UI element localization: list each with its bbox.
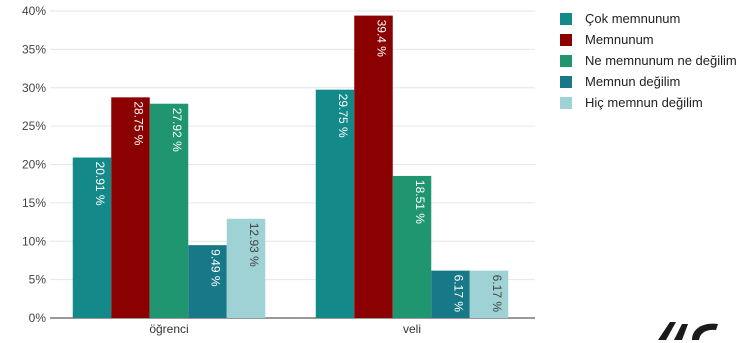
legend-swatch [560,54,572,67]
data-label: 39.4 % [375,20,389,58]
legend-label: Memnun değilim [585,74,681,89]
y-tick-label: 30% [22,81,46,95]
bar [469,270,509,318]
legend-label: Memnunum [585,32,654,47]
legend-swatch [560,12,572,25]
data-label: 9.49 % [209,249,223,287]
legend-item[interactable]: Hiç memnun değilim [560,92,737,113]
bar [226,218,266,318]
data-label: 27.92 % [170,108,184,152]
bar [111,97,150,318]
brand-logo-icon [658,322,718,340]
x-category-label: öğrenci [149,322,188,336]
y-tick-label: 15% [22,196,46,210]
y-tick-label: 25% [22,119,46,133]
y-tick-label: 40% [22,4,46,18]
legend-label: Çok memnunum [585,11,681,26]
bar [72,157,112,318]
bar [149,103,189,319]
legend-item[interactable]: Memnunum [560,29,737,50]
y-tick-label: 10% [22,234,46,248]
y-tick-label: 35% [22,42,46,56]
legend-swatch [560,33,572,46]
legend-label: Ne memnunum ne değilim [585,53,737,68]
legend-item[interactable]: Memnun değilim [560,71,737,92]
data-label: 18.51 % [413,180,427,224]
bar [354,15,393,318]
bar [392,175,432,318]
legend: Çok memnunum Memnunum Ne memnunum ne değil… [560,8,737,113]
legend-item[interactable]: Ne memnunum ne değilim [560,50,737,71]
data-label: 6.17 % [490,275,504,313]
legend-swatch [560,96,572,109]
data-label: 29.75 % [336,94,350,138]
x-category-label: veli [403,322,421,336]
data-label: 6.17 % [452,275,466,313]
legend-item[interactable]: Çok memnunum [560,8,737,29]
y-tick-label: 0% [29,311,47,325]
y-tick-label: 20% [22,158,46,172]
bar [188,245,227,318]
data-label: 28.75 % [132,101,146,145]
y-tick-label: 5% [29,273,47,287]
data-label: 20.91 % [93,162,107,206]
legend-label: Hiç memnun değilim [585,95,703,110]
bar [431,270,470,318]
legend-swatch [560,75,572,88]
data-label: 12.93 % [247,223,261,267]
bar [315,89,355,318]
